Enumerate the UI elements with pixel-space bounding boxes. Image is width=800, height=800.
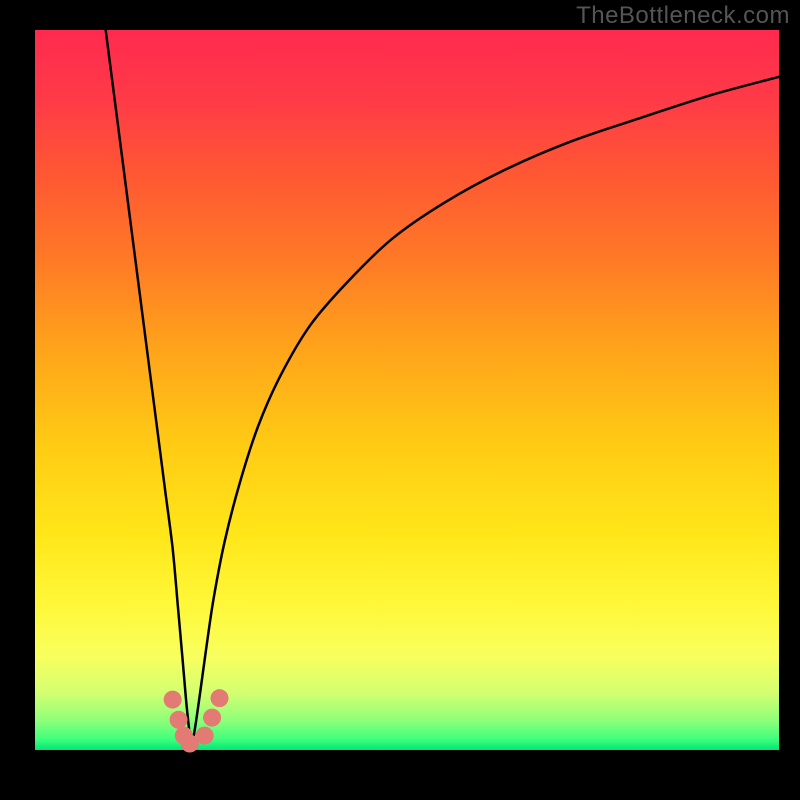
data-marker <box>196 727 214 745</box>
data-marker <box>203 709 221 727</box>
gradient-background <box>35 30 779 750</box>
data-marker <box>170 711 188 729</box>
chart-container: TheBottleneck.com <box>0 0 800 800</box>
watermark-text: TheBottleneck.com <box>576 2 790 30</box>
plot-svg <box>0 0 800 800</box>
data-marker <box>164 691 182 709</box>
data-marker <box>211 689 229 707</box>
